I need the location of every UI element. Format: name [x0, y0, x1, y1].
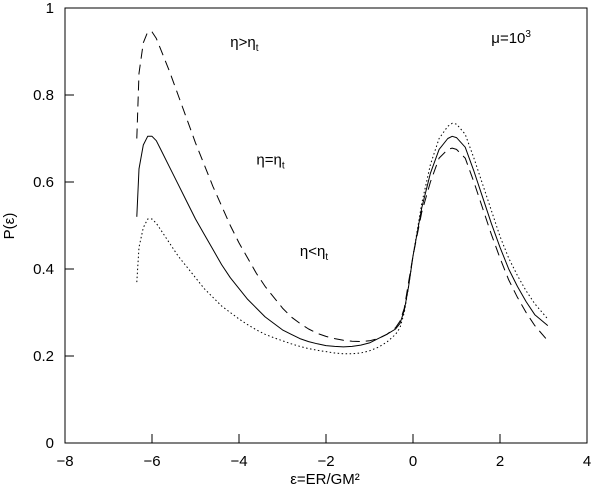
- x-tick-label: −6: [143, 453, 160, 470]
- x-tick-label: 4: [583, 453, 591, 470]
- annotation-mu-value: μ=103: [491, 29, 531, 47]
- y-tick-label: 0.4: [33, 261, 54, 278]
- y-tick-label: 0.6: [33, 174, 54, 191]
- annotation-eta-equal: η=ηt: [256, 152, 284, 172]
- annotation-superscript: 3: [525, 29, 531, 40]
- annotation-subscript: t: [282, 161, 285, 172]
- y-tick-label: 0.2: [33, 348, 54, 365]
- x-axis-label: ε=ER/GM²: [290, 471, 360, 488]
- x-tick-label: −2: [317, 453, 334, 470]
- x-tick-label: 2: [496, 453, 504, 470]
- x-tick-label: −4: [230, 453, 247, 470]
- annotation-text: η>η: [230, 34, 255, 51]
- series-line-solid: [136, 135, 549, 348]
- annotation-subscript: t: [325, 252, 328, 263]
- x-tick-label: −8: [56, 453, 73, 470]
- y-tick-label: 0.8: [33, 87, 54, 104]
- y-tick-label: 0: [46, 435, 54, 452]
- annotation-eta-greater: η>ηt: [230, 34, 258, 54]
- series-line-dashed: [136, 31, 549, 343]
- annotation-text: μ=10: [491, 30, 525, 47]
- annotation-text: η<η: [300, 243, 325, 260]
- annotation-subscript: t: [256, 43, 259, 54]
- y-axis-label: P(ε): [1, 213, 18, 240]
- annotation-text: η=η: [256, 152, 281, 169]
- y-tick-label: 1: [46, 0, 54, 17]
- series-line-dotted: [136, 122, 549, 355]
- plot-frame: [64, 7, 588, 444]
- annotation-eta-less: η<ηt: [300, 243, 328, 263]
- x-tick-label: 0: [409, 453, 417, 470]
